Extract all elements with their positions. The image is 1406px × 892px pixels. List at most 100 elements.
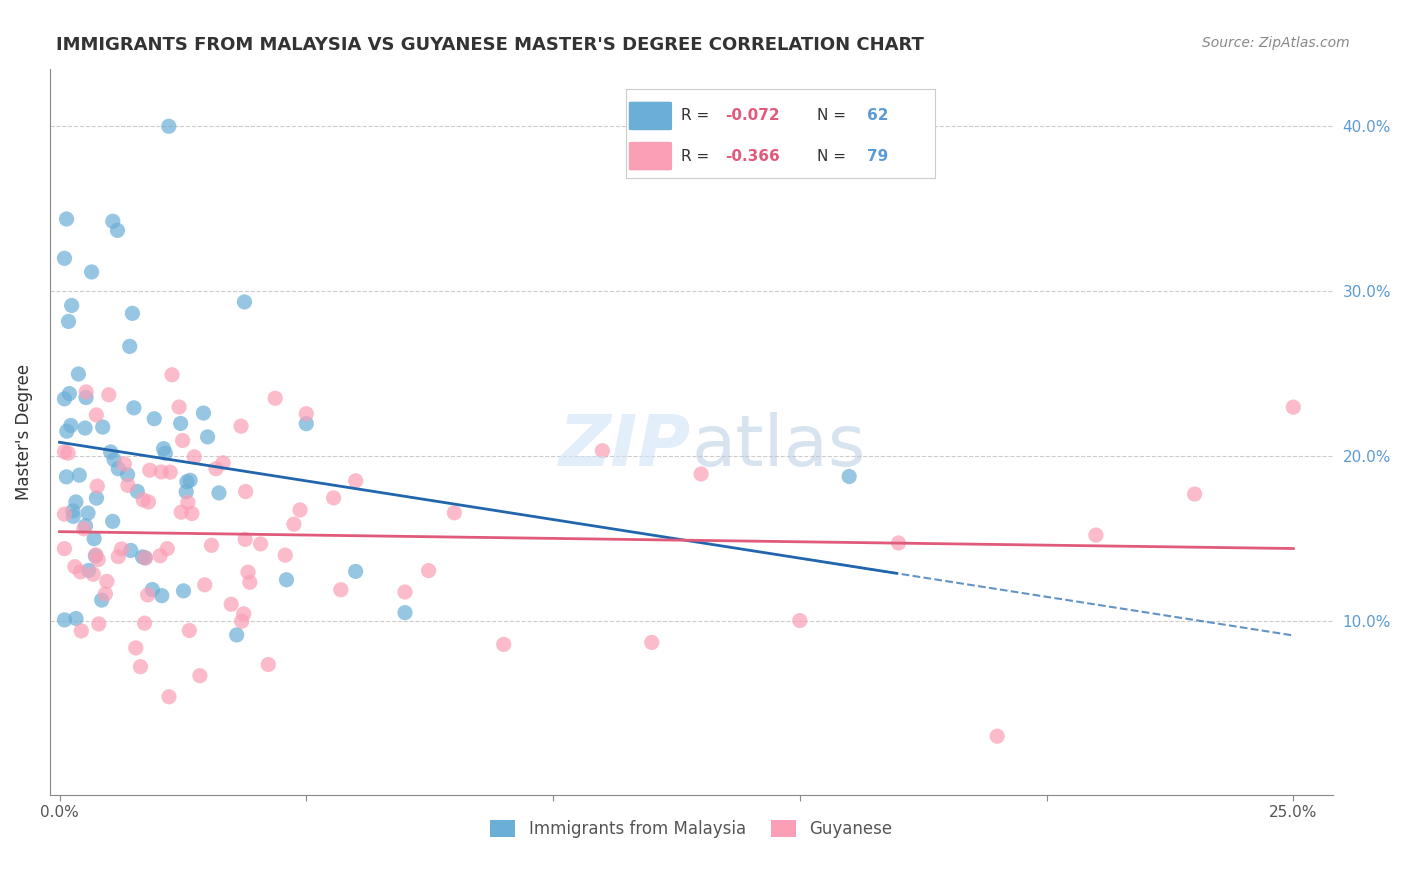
Point	[179, 624, 201, 638]
Point	[176, 475, 198, 489]
Point	[591, 443, 613, 458]
Point	[344, 474, 367, 488]
Point	[62, 504, 84, 518]
Point	[789, 614, 811, 628]
Point	[134, 550, 156, 565]
Point	[83, 532, 105, 546]
Point	[97, 388, 120, 402]
Point	[87, 617, 110, 632]
Point	[67, 468, 90, 483]
Point	[231, 614, 253, 628]
Point	[94, 587, 117, 601]
Point	[276, 573, 298, 587]
FancyBboxPatch shape	[628, 142, 672, 170]
Point	[232, 607, 254, 621]
Point	[492, 637, 515, 651]
Text: N =: N =	[817, 149, 851, 163]
Point	[177, 495, 200, 509]
Point	[53, 252, 76, 266]
Point	[236, 565, 259, 579]
Point	[118, 339, 141, 353]
Point	[274, 548, 297, 562]
Point	[120, 543, 142, 558]
Point	[150, 465, 173, 479]
Point	[157, 690, 180, 704]
Point	[180, 507, 202, 521]
Text: Source: ZipAtlas.com: Source: ZipAtlas.com	[1202, 36, 1350, 50]
Point	[134, 550, 156, 565]
Point	[117, 467, 139, 482]
Point	[75, 384, 97, 399]
Point	[59, 418, 82, 433]
Point	[55, 470, 77, 484]
Point	[86, 408, 108, 422]
Point	[129, 659, 152, 673]
Point	[235, 484, 257, 499]
Point	[322, 491, 344, 505]
Point	[73, 522, 96, 536]
Point	[132, 492, 155, 507]
Point	[443, 506, 465, 520]
Point	[53, 392, 76, 406]
Point	[152, 442, 174, 456]
Point	[1184, 487, 1206, 501]
Point	[75, 391, 97, 405]
Point	[160, 368, 183, 382]
Point	[225, 628, 247, 642]
Point	[394, 606, 416, 620]
Point	[134, 616, 156, 631]
Point	[58, 314, 80, 328]
Point	[86, 491, 108, 505]
Point	[96, 574, 118, 589]
Point	[58, 386, 80, 401]
Legend: Immigrants from Malaysia, Guyanese: Immigrants from Malaysia, Guyanese	[484, 813, 898, 845]
Point	[149, 549, 172, 563]
Point	[233, 294, 256, 309]
Point	[82, 567, 104, 582]
Point	[101, 514, 124, 528]
Point	[295, 417, 318, 431]
Point	[60, 298, 83, 312]
Point	[69, 565, 91, 579]
Point	[197, 430, 219, 444]
Point	[172, 434, 194, 448]
Text: IMMIGRANTS FROM MALAYSIA VS GUYANESE MASTER'S DEGREE CORRELATION CHART: IMMIGRANTS FROM MALAYSIA VS GUYANESE MAS…	[56, 36, 924, 54]
Point	[157, 120, 180, 134]
Point	[194, 578, 217, 592]
Point	[150, 589, 173, 603]
Point	[418, 564, 440, 578]
Point	[56, 446, 79, 460]
Point	[188, 669, 211, 683]
Point	[117, 478, 139, 492]
Point	[53, 445, 76, 459]
Point	[112, 457, 135, 471]
Y-axis label: Master's Degree: Master's Degree	[15, 364, 32, 500]
Point	[53, 507, 76, 521]
Point	[159, 465, 181, 479]
Point	[986, 729, 1008, 743]
Point	[329, 582, 352, 597]
Point	[84, 549, 107, 563]
Point	[63, 559, 86, 574]
Point	[641, 635, 664, 649]
Point	[288, 503, 311, 517]
Point	[283, 517, 305, 532]
Text: N =: N =	[817, 109, 851, 123]
Point	[107, 549, 129, 564]
Point	[169, 417, 191, 431]
Point	[156, 541, 179, 556]
Point	[174, 484, 197, 499]
Point	[131, 549, 153, 564]
Point	[838, 469, 860, 483]
Point	[91, 420, 114, 434]
Point	[887, 536, 910, 550]
Text: atlas: atlas	[692, 411, 866, 481]
Point	[103, 452, 125, 467]
Point	[53, 541, 76, 556]
Point	[233, 533, 256, 547]
Point	[86, 479, 108, 493]
Point	[90, 593, 112, 607]
Text: ZIP: ZIP	[560, 411, 692, 481]
Point	[344, 565, 367, 579]
Point	[141, 582, 163, 597]
